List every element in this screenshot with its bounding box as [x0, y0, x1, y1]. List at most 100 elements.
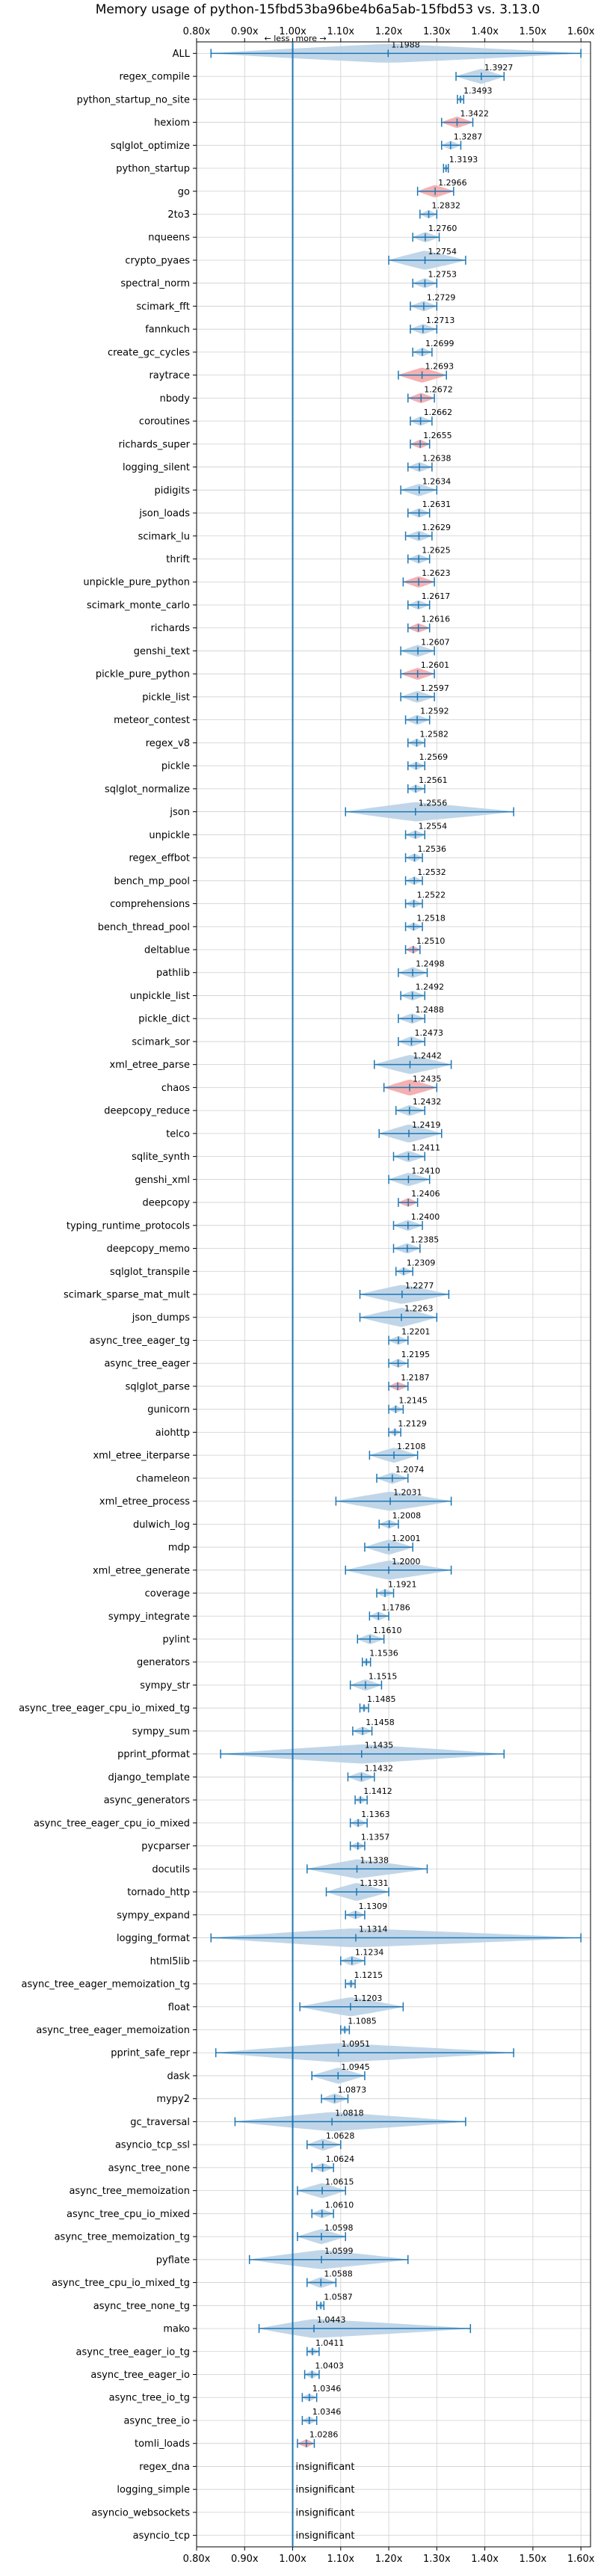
benchmark-label: sympy_integrate	[108, 1611, 190, 1623]
benchmark-label: async_tree_eager_io_tg	[76, 2346, 190, 2358]
mean-value-label: 1.1309	[359, 1902, 388, 1911]
benchmark-label: xml_etree_parse	[110, 1060, 190, 1071]
mean-value-label: 1.2592	[420, 707, 449, 716]
mean-value-label: 1.2561	[419, 775, 448, 785]
benchmark-label: mypy2	[156, 2094, 190, 2105]
x-tick-label-top: 1.50x	[520, 26, 547, 37]
x-tick-label-bottom: 1.40x	[471, 2554, 499, 2565]
mean-value-label: 1.2597	[420, 683, 449, 693]
mean-value-label: 1.2616	[422, 615, 451, 624]
benchmark-label: sympy_sum	[132, 1726, 190, 1737]
mean-value-label: 1.2518	[416, 913, 446, 923]
x-tick-label-top: 0.90x	[231, 26, 259, 37]
benchmark-label: async_tree_io_tg	[109, 2393, 190, 2404]
mean-value-label: 1.2406	[411, 1189, 440, 1199]
benchmark-label: genshi_text	[134, 646, 190, 657]
mean-value-label: 1.1435	[365, 1741, 394, 1750]
mean-value-label: 1.2672	[424, 384, 453, 394]
benchmark-label: float	[168, 2002, 190, 2013]
mean-value-label: 1.0598	[324, 2223, 354, 2233]
mean-value-label: 1.0818	[335, 2108, 364, 2118]
benchmark-label: pidigits	[155, 485, 191, 497]
benchmark-label: async_tree_none	[108, 2162, 190, 2174]
benchmark-label: docutils	[152, 1864, 190, 1875]
benchmark-label: nqueens	[148, 233, 190, 244]
x-tick-label-top: 1.60x	[567, 26, 595, 37]
mean-value-label: 1.0628	[326, 2131, 355, 2141]
mean-value-label: 1.3193	[449, 155, 478, 165]
benchmark-label: scimark_monte_carlo	[87, 600, 190, 611]
mean-value-label: 1.2522	[417, 891, 446, 900]
mean-value-label: 1.2623	[422, 568, 451, 578]
benchmark-label: chameleon	[136, 1473, 190, 1484]
benchmark-label: xml_etree_iterparse	[93, 1451, 190, 1462]
benchmark-label: async_tree_eager_io	[90, 2370, 190, 2381]
benchmark-label: async_tree_memoization	[69, 2186, 190, 2197]
mean-value-label: 1.2074	[395, 1465, 425, 1475]
benchmark-label: async_generators	[104, 1795, 191, 1807]
mean-value-label: 1.0615	[325, 2177, 354, 2187]
mean-value-label: 1.2662	[424, 408, 453, 417]
benchmark-label: logging_format	[117, 1933, 190, 1944]
benchmark-label: unpickle	[149, 830, 190, 841]
mean-value-label: 1.2473	[414, 1028, 443, 1038]
benchmark-label: regex_v8	[146, 738, 190, 749]
benchmark-label: scimark_sor	[132, 1036, 190, 1048]
mean-value-label: 1.0403	[315, 2361, 344, 2370]
benchmark-label: meteor_contest	[114, 715, 190, 726]
benchmark-label: bench_thread_pool	[98, 922, 190, 933]
benchmark-label: dulwich_log	[133, 1519, 190, 1531]
benchmark-label: fannkuch	[145, 325, 190, 336]
mean-value-label: 1.1988	[391, 40, 420, 49]
benchmark-label: tornado_http	[127, 1887, 190, 1899]
benchmark-label: logging_simple	[117, 2485, 190, 2496]
mean-value-label: 1.0588	[324, 2269, 353, 2279]
mean-value-label: 1.2195	[401, 1350, 431, 1359]
mean-value-label: 1.2187	[401, 1373, 430, 1383]
axis-layer: 0.80x 0.80x 0.90x 0.90x 1.00x 1.00x 1.10x 1.10x…	[19, 26, 595, 2565]
benchmark-label: richards_super	[118, 439, 190, 450]
benchmark-label: asyncio_tcp_ssl	[115, 2140, 190, 2151]
mean-value-label: 1.2031	[393, 1488, 422, 1498]
benchmark-label: pprint_pformat	[117, 1749, 190, 1760]
insignificant-label: insignificant	[296, 2507, 355, 2518]
benchmark-label: nbody	[160, 393, 191, 405]
mean-value-label: 1.2488	[415, 1005, 444, 1015]
x-tick-label-bottom: 1.20x	[375, 2554, 403, 2565]
benchmark-label: telco	[166, 1128, 190, 1140]
mean-value-label: 1.2008	[392, 1510, 422, 1520]
benchmark-label: async_tree_cpu_io_mixed	[67, 2209, 190, 2220]
mean-value-label: 1.2582	[419, 729, 449, 739]
mean-value-label: 1.2263	[404, 1304, 434, 1314]
mean-value-label: 1.1234	[355, 1947, 383, 1957]
benchmark-label: async_tree_eager_memoization	[36, 2025, 190, 2036]
x-tick-label-bottom: 1.50x	[520, 2554, 547, 2565]
mean-value-label: 1.1458	[366, 1718, 395, 1727]
mean-value-label: 1.1412	[363, 1786, 392, 1796]
mean-value-label: 1.2435	[413, 1074, 442, 1083]
benchmark-label: aiohttp	[155, 1427, 190, 1439]
mean-value-label: 1.1085	[348, 2016, 377, 2026]
benchmark-label: sympy_str	[140, 1680, 190, 1691]
mean-value-label: 1.2832	[432, 201, 461, 211]
benchmark-label: dask	[167, 2071, 190, 2082]
benchmark-label: html5lib	[150, 1956, 190, 1967]
benchmark-label: django_template	[108, 1772, 190, 1783]
mean-value-label: 1.0599	[324, 2246, 354, 2256]
mean-value-label: 1.0951	[342, 2039, 371, 2049]
benchmark-label: hexiom	[154, 117, 190, 129]
mean-value-label: 1.0346	[312, 2407, 342, 2417]
mean-value-label: 1.1515	[369, 1671, 398, 1681]
benchmark-label: logging_silent	[123, 462, 190, 473]
mean-value-label: 1.0873	[338, 2085, 367, 2095]
benchmark-label: async_tree_cpu_io_mixed_tg	[52, 2278, 190, 2289]
benchmark-label: sympy_expand	[117, 1910, 190, 1921]
mean-value-label: 1.3927	[484, 63, 514, 73]
benchmark-label: async_tree_memoization_tg	[55, 2232, 190, 2243]
benchmark-label: ALL	[173, 49, 191, 60]
mean-value-label: 1.2498	[416, 959, 445, 969]
benchmark-label: pickle	[161, 761, 190, 772]
x-tick-label-bottom: 1.60x	[567, 2554, 595, 2565]
label-layer: 1.1988 1.3927 1.3493 1.3422 1.3287 1.3193 1.29…	[296, 40, 514, 2542]
